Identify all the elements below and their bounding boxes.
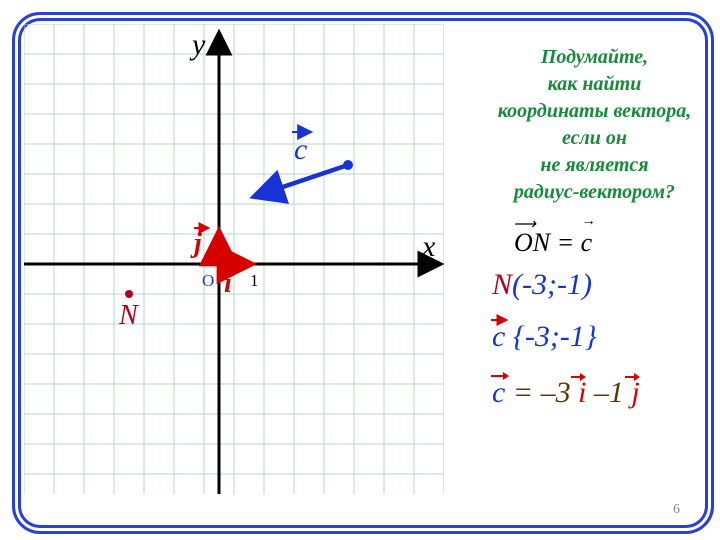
page-number: 6 bbox=[673, 502, 680, 518]
i-label: i bbox=[224, 268, 232, 299]
n-name: N bbox=[492, 268, 512, 301]
decomposition: c = –3 i –1 j bbox=[492, 376, 640, 410]
prompt-line: как найти bbox=[548, 73, 642, 95]
prompt-text: Подумайте, как найти координаты вектора,… bbox=[472, 44, 717, 206]
grid bbox=[24, 24, 444, 494]
eq-equals: = bbox=[557, 228, 581, 257]
vector-c-coords: c {-3;-1} bbox=[492, 320, 597, 354]
c-braces: {-3;-1} bbox=[513, 320, 597, 353]
c-vec-arrow-icon bbox=[491, 370, 511, 382]
x-axis-label: x bbox=[421, 230, 436, 263]
vector-c bbox=[256, 165, 348, 196]
j-label: j bbox=[190, 228, 202, 259]
prompt-line: если он bbox=[562, 127, 627, 149]
dc-m3: –3 bbox=[541, 376, 571, 409]
point-n-coords: N(-3;-1) bbox=[492, 268, 592, 302]
c-vec-arrow-icon bbox=[491, 314, 511, 326]
dc-eq: = bbox=[513, 376, 541, 409]
n-coords: (-3;-1) bbox=[512, 268, 592, 301]
i-vec-arrow-icon bbox=[571, 372, 587, 382]
vector-c-label: c bbox=[294, 133, 307, 166]
equation-on-eq-c: ⟶ ON = → c bbox=[514, 228, 592, 258]
prompt-line: координаты вектора, bbox=[498, 100, 691, 122]
eq-right: c bbox=[581, 228, 593, 257]
point-n-dot bbox=[125, 290, 133, 298]
prompt-line: не является bbox=[540, 154, 648, 176]
unit-label: 1 bbox=[250, 271, 259, 290]
y-axis-label: y bbox=[189, 28, 206, 61]
point-n-label: N bbox=[118, 300, 139, 331]
dc-m1: –1 bbox=[594, 376, 624, 409]
origin-label: O bbox=[202, 271, 214, 290]
content-area: y x O 1 i j c N Подумайте, как найти коо… bbox=[24, 24, 696, 516]
coordinate-plane: y x O 1 i j c N bbox=[24, 24, 444, 494]
prompt-line: радиус-вектором? bbox=[514, 181, 675, 203]
j-vec-arrow-icon bbox=[625, 372, 641, 382]
prompt-line: Подумайте, bbox=[541, 46, 648, 68]
